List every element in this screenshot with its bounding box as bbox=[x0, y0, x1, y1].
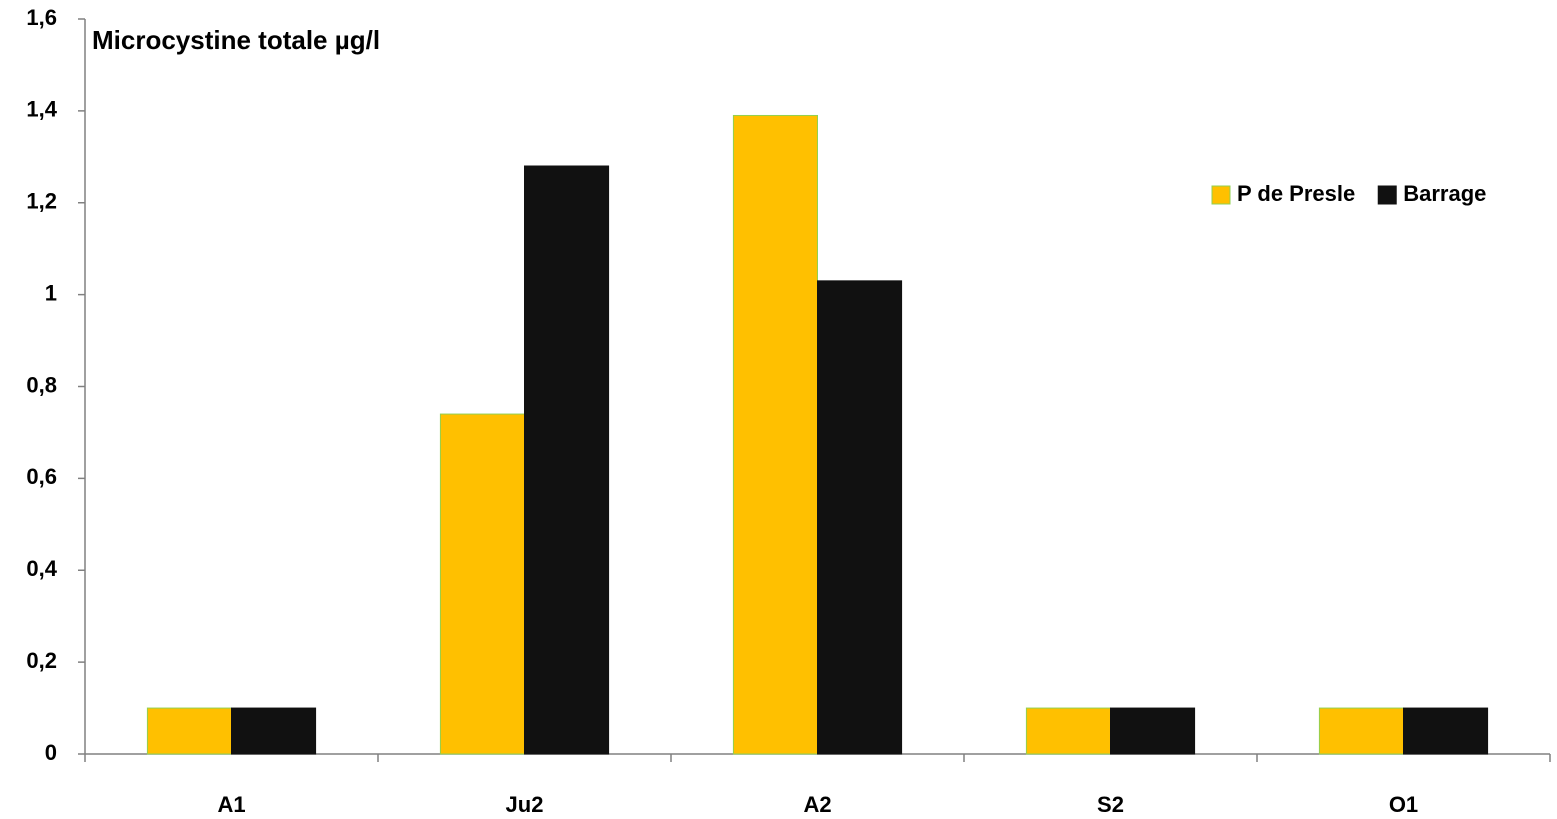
bar bbox=[732, 114, 818, 755]
bar bbox=[439, 413, 525, 755]
y-tick-label: 1,2 bbox=[26, 189, 57, 214]
y-tick-label: 0,4 bbox=[26, 556, 57, 581]
x-tick-label: S2 bbox=[1097, 792, 1124, 817]
y-tick-label: 0,2 bbox=[26, 648, 57, 673]
x-tick-label: O1 bbox=[1389, 792, 1418, 817]
y-tick-label: 1 bbox=[45, 280, 57, 305]
x-tick-label: A1 bbox=[217, 792, 245, 817]
y-tick-label: 1,4 bbox=[26, 97, 57, 122]
legend-label: Barrage bbox=[1403, 181, 1486, 206]
legend-swatch bbox=[1377, 185, 1397, 205]
y-tick-label: 0 bbox=[45, 740, 57, 765]
bar bbox=[231, 707, 317, 755]
chart-title: Microcystine totale µg/l bbox=[92, 25, 380, 55]
bar bbox=[524, 165, 610, 755]
bar bbox=[1318, 707, 1405, 755]
bar bbox=[146, 707, 232, 755]
y-tick-label: 1,6 bbox=[26, 5, 57, 30]
bar bbox=[1110, 707, 1196, 755]
x-tick-label: Ju2 bbox=[506, 792, 544, 817]
x-tick-label: A2 bbox=[803, 792, 831, 817]
y-tick-label: 0,6 bbox=[26, 464, 57, 489]
bar bbox=[1025, 707, 1112, 755]
bar bbox=[817, 280, 903, 755]
y-tick-label: 0,8 bbox=[26, 372, 57, 397]
legend-swatch bbox=[1211, 185, 1231, 205]
legend-label: P de Presle bbox=[1237, 181, 1355, 206]
bar bbox=[1403, 707, 1489, 755]
